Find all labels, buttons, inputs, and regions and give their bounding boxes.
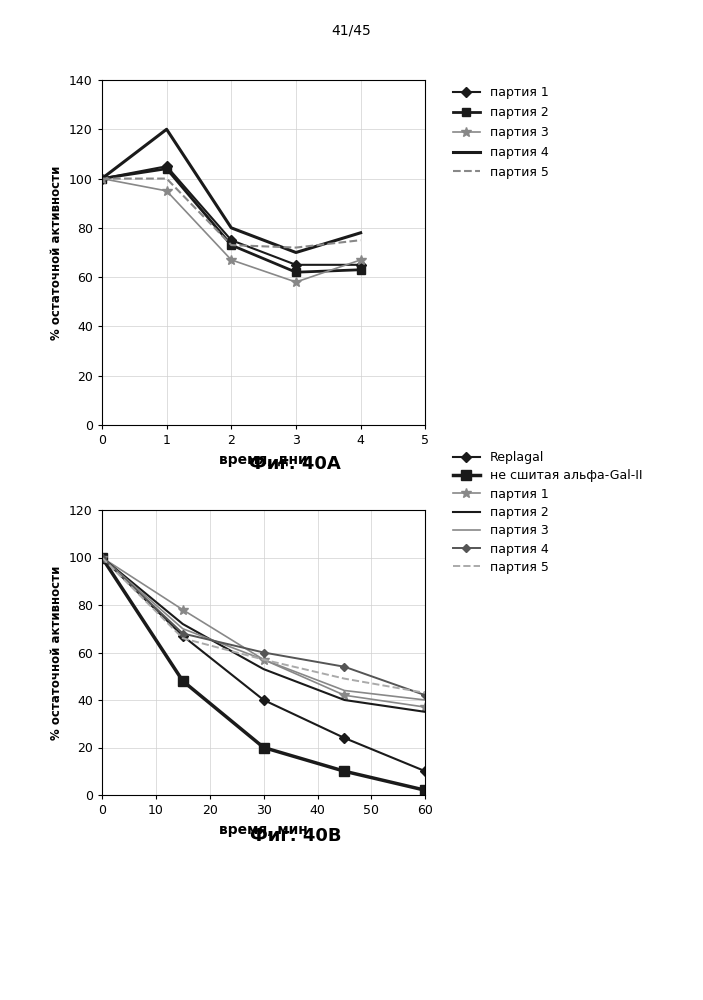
- партия 3: [98, 552, 106, 564]
- партия 4: [162, 123, 171, 135]
- Text: Фиг. 40A: Фиг. 40A: [250, 455, 341, 473]
- партия 3: [292, 276, 300, 288]
- Line: партия 2: партия 2: [98, 165, 365, 276]
- X-axis label: время, мин: время, мин: [219, 823, 308, 837]
- Y-axis label: % остаточной активности: % остаточной активности: [51, 165, 63, 340]
- партия 4: [179, 628, 187, 640]
- партия 5: [98, 173, 106, 185]
- партия 4: [356, 227, 365, 239]
- партия 4: [340, 661, 349, 673]
- партия 5: [162, 173, 171, 185]
- партия 3: [227, 254, 236, 266]
- Line: партия 3: партия 3: [102, 558, 425, 700]
- партия 5: [356, 234, 365, 246]
- партия 5: [98, 552, 106, 564]
- партия 2: [179, 618, 187, 630]
- Text: 41/45: 41/45: [332, 23, 371, 37]
- партия 4: [98, 173, 106, 185]
- партия 1: [340, 689, 349, 701]
- Line: партия 3: партия 3: [97, 174, 366, 287]
- Y-axis label: % остаточной активности: % остаточной активности: [51, 565, 63, 740]
- Line: партия 2: партия 2: [102, 558, 425, 712]
- партия 5: [421, 687, 430, 699]
- Text: Фиг. 40B: Фиг. 40B: [250, 827, 341, 845]
- партия 2: [421, 706, 430, 718]
- партия 2: [259, 663, 268, 675]
- Line: партия 5: партия 5: [102, 558, 425, 693]
- Line: партия 4: партия 4: [99, 555, 428, 698]
- партия 1: [259, 654, 268, 666]
- Line: партия 5: партия 5: [102, 179, 361, 248]
- партия 1: [98, 173, 106, 185]
- партия 2: [356, 264, 365, 276]
- не сшитая альфа-Gal-II: [259, 742, 268, 754]
- партия 3: [356, 254, 365, 266]
- партия 5: [227, 239, 236, 251]
- X-axis label: время, дни: время, дни: [219, 453, 308, 467]
- не сшитая альфа-Gal-II: [179, 675, 187, 687]
- партия 5: [292, 242, 300, 254]
- Line: партия 1: партия 1: [98, 163, 364, 268]
- Legend: партия 1, партия 2, партия 3, партия 4, партия 5: партия 1, партия 2, партия 3, партия 4, …: [453, 86, 549, 179]
- партия 1: [421, 701, 430, 713]
- Line: партия 4: партия 4: [102, 129, 361, 252]
- партия 3: [98, 173, 106, 185]
- партия 3: [421, 694, 430, 706]
- партия 1: [98, 552, 106, 564]
- партия 4: [292, 246, 300, 258]
- Replagal: [179, 630, 187, 642]
- Line: партия 1: партия 1: [97, 553, 430, 712]
- партия 2: [98, 173, 106, 185]
- партия 1: [356, 259, 365, 271]
- партия 4: [227, 222, 236, 234]
- не сшитая альфа-Gal-II: [421, 784, 430, 796]
- партия 5: [340, 673, 349, 685]
- партия 4: [259, 646, 268, 658]
- Line: Replagal: Replagal: [98, 554, 429, 775]
- партия 4: [421, 689, 430, 701]
- партия 1: [292, 259, 300, 271]
- партия 5: [179, 632, 187, 644]
- Legend: Replagal, не сшитая альфа-Gal-II, партия 1, партия 2, партия 3, партия 4, партия: Replagal, не сшитая альфа-Gal-II, партия…: [453, 451, 643, 574]
- партия 4: [98, 552, 106, 564]
- Replagal: [421, 765, 430, 777]
- партия 5: [259, 654, 268, 666]
- партия 3: [259, 654, 268, 666]
- партия 2: [340, 694, 349, 706]
- не сшитая альфа-Gal-II: [98, 552, 106, 564]
- партия 2: [292, 266, 300, 278]
- партия 2: [227, 239, 236, 251]
- Replagal: [98, 552, 106, 564]
- партия 2: [162, 163, 171, 175]
- партия 2: [98, 552, 106, 564]
- Replagal: [340, 732, 349, 744]
- Replagal: [259, 694, 268, 706]
- партия 3: [162, 185, 171, 197]
- партия 3: [179, 623, 187, 635]
- не сшитая альфа-Gal-II: [340, 765, 349, 777]
- партия 1: [162, 160, 171, 172]
- Line: не сшитая альфа-Gal-II: не сшитая альфа-Gal-II: [97, 553, 430, 795]
- партия 1: [227, 234, 236, 246]
- партия 1: [179, 604, 187, 616]
- партия 3: [340, 684, 349, 696]
